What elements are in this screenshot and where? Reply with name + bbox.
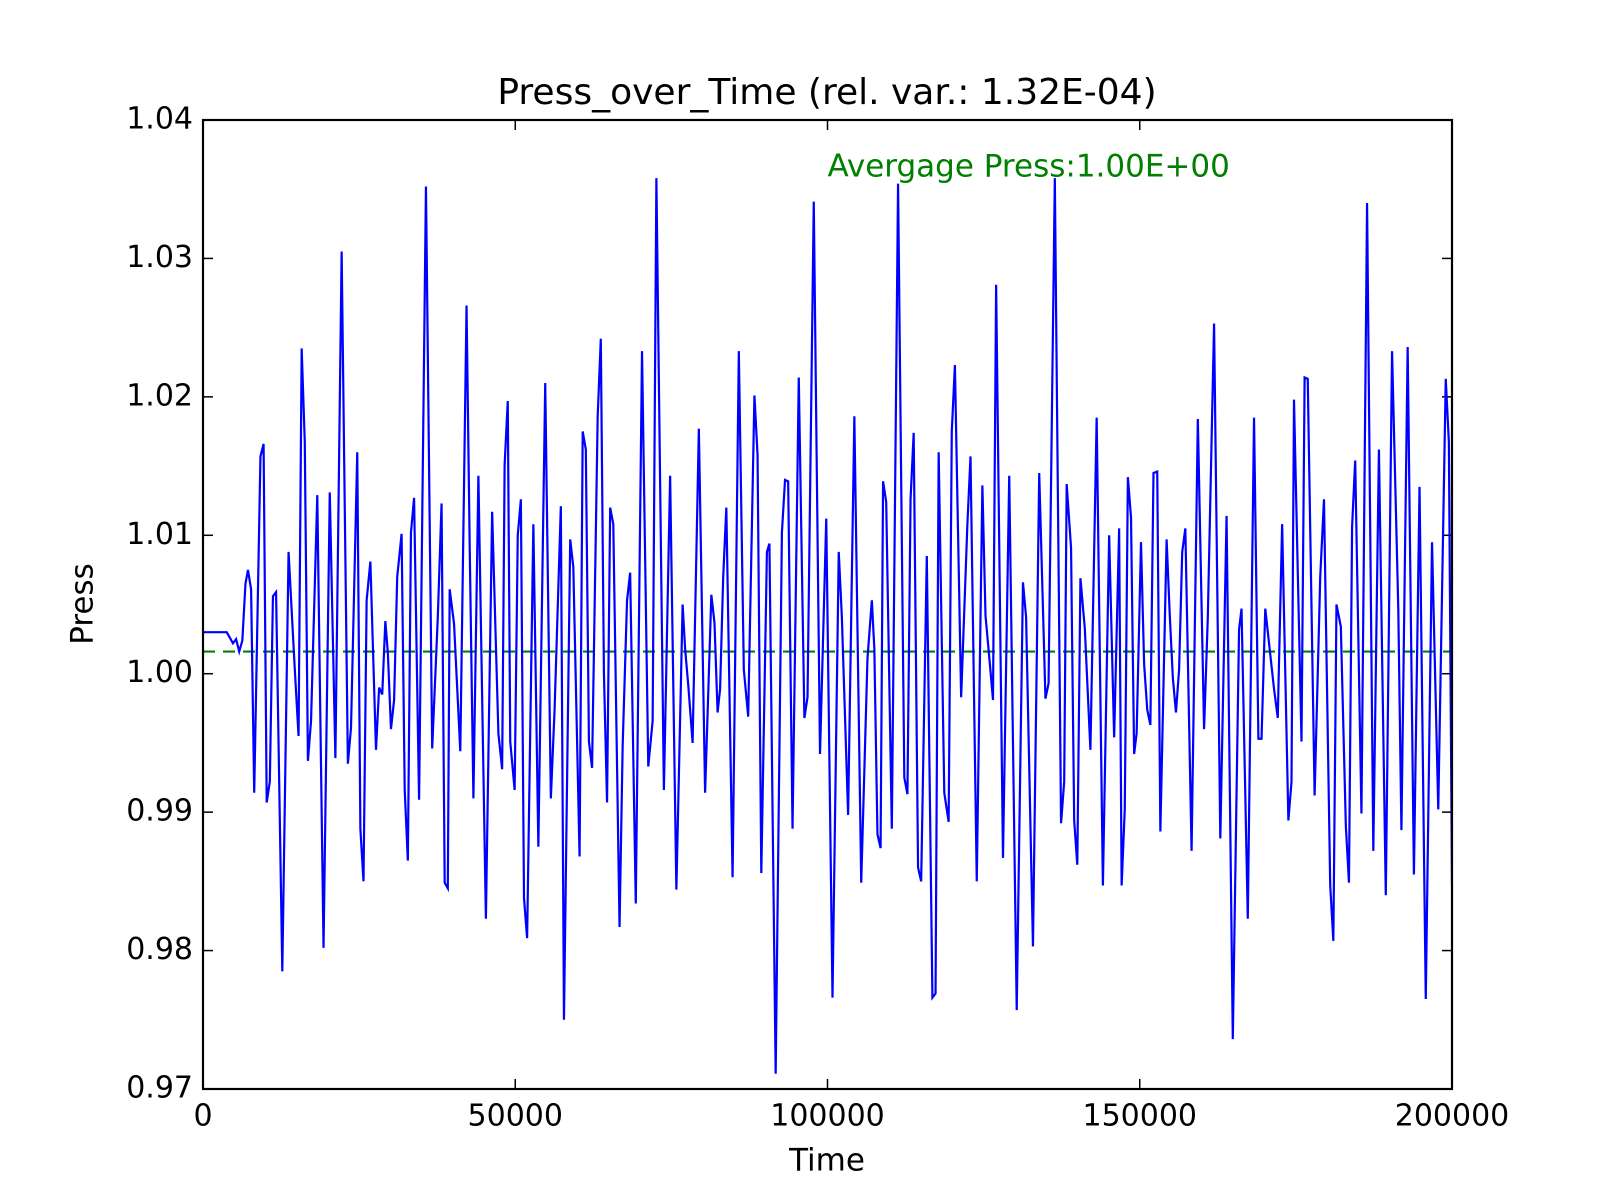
- data-line: [203, 178, 1452, 1074]
- y-tick-label: 1.00: [126, 655, 193, 690]
- y-tick-label: 1.04: [126, 102, 193, 137]
- y-tick-label: 0.99: [126, 794, 193, 829]
- x-tick-label: 150000: [1082, 1099, 1197, 1134]
- x-axis-label: Time: [788, 1143, 865, 1179]
- x-tick-label: 50000: [468, 1099, 563, 1134]
- chart-title: Press_over_Time (rel. var.: 1.32E-04): [497, 72, 1156, 113]
- annotation: Avergage Press:1.00E+00: [828, 149, 1230, 185]
- x-tick-label: 200000: [1395, 1099, 1510, 1134]
- y-axis-label: Press: [65, 563, 101, 645]
- y-tick-label: 0.97: [126, 1071, 193, 1106]
- y-tick-label: 1.03: [126, 240, 193, 275]
- y-tick-label: 0.98: [126, 932, 193, 967]
- y-tick-label: 1.01: [126, 517, 193, 552]
- plot-frame: [201, 118, 1454, 1091]
- y-tick-label: 1.02: [126, 378, 193, 413]
- x-tick-label: 100000: [770, 1099, 885, 1134]
- x-tick-label: 0: [193, 1099, 212, 1134]
